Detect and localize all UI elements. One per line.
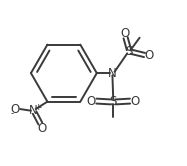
Text: N: N — [29, 104, 38, 117]
Text: O: O — [38, 122, 47, 135]
Text: -: - — [10, 109, 13, 118]
Text: O: O — [145, 48, 154, 62]
Text: O: O — [131, 95, 140, 108]
Text: S: S — [110, 95, 117, 108]
Text: S: S — [125, 45, 133, 58]
Text: O: O — [120, 27, 129, 40]
Text: +: + — [34, 103, 41, 112]
Text: O: O — [86, 95, 96, 108]
Text: N: N — [108, 67, 117, 80]
Text: O: O — [10, 103, 19, 116]
